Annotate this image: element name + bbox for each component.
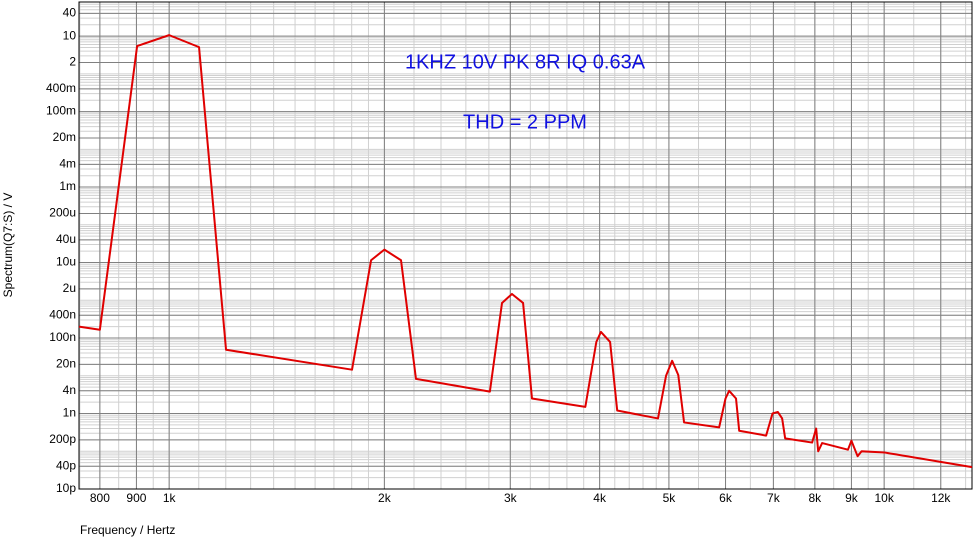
- x-tick-label: 12k: [931, 491, 951, 505]
- y-tick-label: 20n: [56, 357, 76, 371]
- y-tick-label: 100n: [49, 330, 76, 344]
- y-tick-label: 1n: [63, 406, 76, 420]
- y-tick-label: 20m: [53, 130, 76, 144]
- spectrum-line: [78, 34, 973, 469]
- x-tick-label: 1k: [163, 491, 177, 505]
- x-tick-label: 4k: [593, 491, 607, 505]
- x-axis-label: Frequency / Hertz: [80, 523, 175, 537]
- x-tick-label: 5k: [663, 491, 677, 505]
- x-tick-label: 9k: [845, 491, 859, 505]
- y-tick-label: 40p: [56, 458, 76, 472]
- annotation: THD = 2 PPM: [463, 111, 587, 133]
- y-tick-label: 400m: [46, 81, 76, 95]
- y-tick-label: 10: [63, 28, 77, 42]
- x-tick-label: 900: [126, 491, 146, 505]
- y-tick-label: 10p: [56, 481, 76, 495]
- y-tick-label: 4m: [59, 157, 76, 171]
- y-tick-label: 400n: [49, 307, 76, 321]
- x-tick-label: 800: [90, 491, 110, 505]
- x-tick-label: 3k: [504, 491, 518, 505]
- y-tick-label: 40u: [56, 232, 76, 246]
- x-tick-label: 6k: [719, 491, 733, 505]
- y-tick-label: 4n: [63, 383, 76, 397]
- y-tick-label: 10u: [56, 255, 76, 269]
- x-tick-label: 7k: [767, 491, 781, 505]
- x-tick-label: 10k: [874, 491, 894, 505]
- y-tick-label: 1m: [59, 179, 76, 193]
- annotation: 1KHZ 10V PK 8R IQ 0.63A: [405, 51, 646, 73]
- x-tick-label: 2k: [378, 491, 392, 505]
- y-tick-label: 40: [63, 6, 77, 20]
- y-tick-label: 2: [69, 55, 76, 69]
- y-tick-label: 2u: [63, 281, 76, 295]
- y-tick-label: 200p: [49, 432, 76, 446]
- y-tick-label: 100m: [46, 104, 76, 118]
- y-tick-label: 200u: [49, 206, 76, 220]
- plot-frame: [78, 1, 973, 490]
- y-axis-label: Spectrum(Q7:S) / V: [1, 193, 15, 298]
- x-tick-label: 8k: [809, 491, 823, 505]
